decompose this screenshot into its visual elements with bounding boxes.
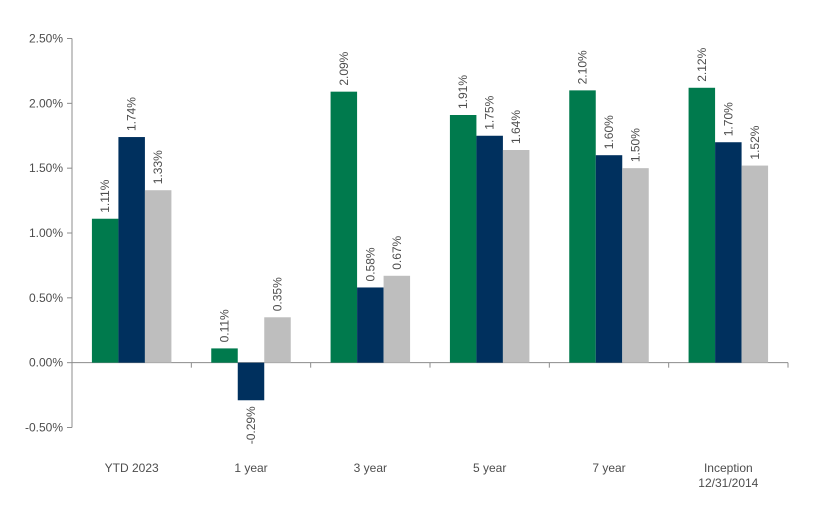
x-category-label: YTD 2023 — [105, 461, 159, 475]
bar — [569, 90, 596, 363]
data-labels: 1.11% 0.11% 2.09% 1.91% 2.10% 2.12% 1.74% -0.29… — [98, 47, 762, 444]
bar-value-label: 2.09% — [337, 51, 351, 85]
bar-value-label: 1.91% — [456, 75, 470, 109]
bar — [688, 87, 716, 363]
bar — [144, 190, 172, 363]
bar-value-label: 2.12% — [695, 47, 709, 81]
bar — [91, 218, 119, 363]
x-category-label-line: 3 year — [354, 461, 387, 475]
bar-value-label: -0.29% — [244, 406, 258, 444]
bar — [715, 142, 742, 363]
bar-value-label: 0.35% — [271, 277, 285, 311]
x-category-label: 1 year — [234, 461, 267, 475]
x-category-label-line: 1 year — [234, 461, 267, 475]
x-category-label-line: YTD 2023 — [105, 461, 159, 475]
bar-value-label: 1.60% — [602, 115, 616, 149]
bar — [476, 135, 503, 363]
bar — [622, 168, 649, 363]
bar — [330, 91, 358, 363]
bar — [383, 275, 411, 363]
x-category-label: Inception 12/31/2014 — [698, 461, 758, 490]
bar-value-label: 1.75% — [483, 95, 497, 129]
y-tick-label: 2.00% — [29, 96, 63, 110]
bar — [741, 165, 769, 363]
bar-value-label: 0.58% — [363, 247, 377, 281]
y-tick-label: 1.00% — [29, 226, 63, 240]
bar-value-label: 2.10% — [576, 50, 590, 84]
x-category-label-line: 12/31/2014 — [698, 476, 758, 490]
bar-value-label: 0.11% — [218, 309, 232, 342]
bar-value-label: 1.70% — [721, 102, 735, 136]
x-category-label: 5 year — [473, 461, 506, 475]
bar — [264, 317, 291, 363]
x-category-label-line: 5 year — [473, 461, 506, 475]
bar — [502, 150, 530, 363]
bar — [595, 155, 623, 363]
bar-value-label: 1.74% — [125, 97, 139, 131]
y-tick-label: 1.50% — [29, 161, 63, 175]
bar — [237, 362, 265, 401]
axes: 2.50% 2.00% 1.50% 1.00% 0.50% 0.00% -0.50% YTD … — [25, 32, 789, 490]
y-tick-label: 0.00% — [29, 356, 63, 370]
y-tick-label: 2.50% — [29, 32, 63, 46]
x-category-label-line: 7 year — [592, 461, 625, 475]
bars — [91, 87, 769, 401]
bar-value-label: 1.33% — [151, 150, 165, 184]
bar — [211, 348, 238, 363]
y-tick-label: 0.50% — [29, 291, 63, 305]
bar-value-label: 1.52% — [748, 125, 762, 159]
bar — [118, 137, 145, 363]
bar — [357, 287, 384, 363]
x-category-label-line: Inception — [704, 461, 753, 475]
bar-value-label: 0.67% — [390, 235, 404, 269]
y-tick-label: -0.50% — [25, 421, 63, 435]
x-category-label: 7 year — [592, 461, 625, 475]
bar — [449, 115, 477, 363]
bar-value-label: 1.11% — [98, 179, 112, 212]
x-category-label: 3 year — [354, 461, 387, 475]
bar-value-label: 1.64% — [509, 110, 523, 144]
bar-value-label: 1.50% — [629, 128, 643, 162]
